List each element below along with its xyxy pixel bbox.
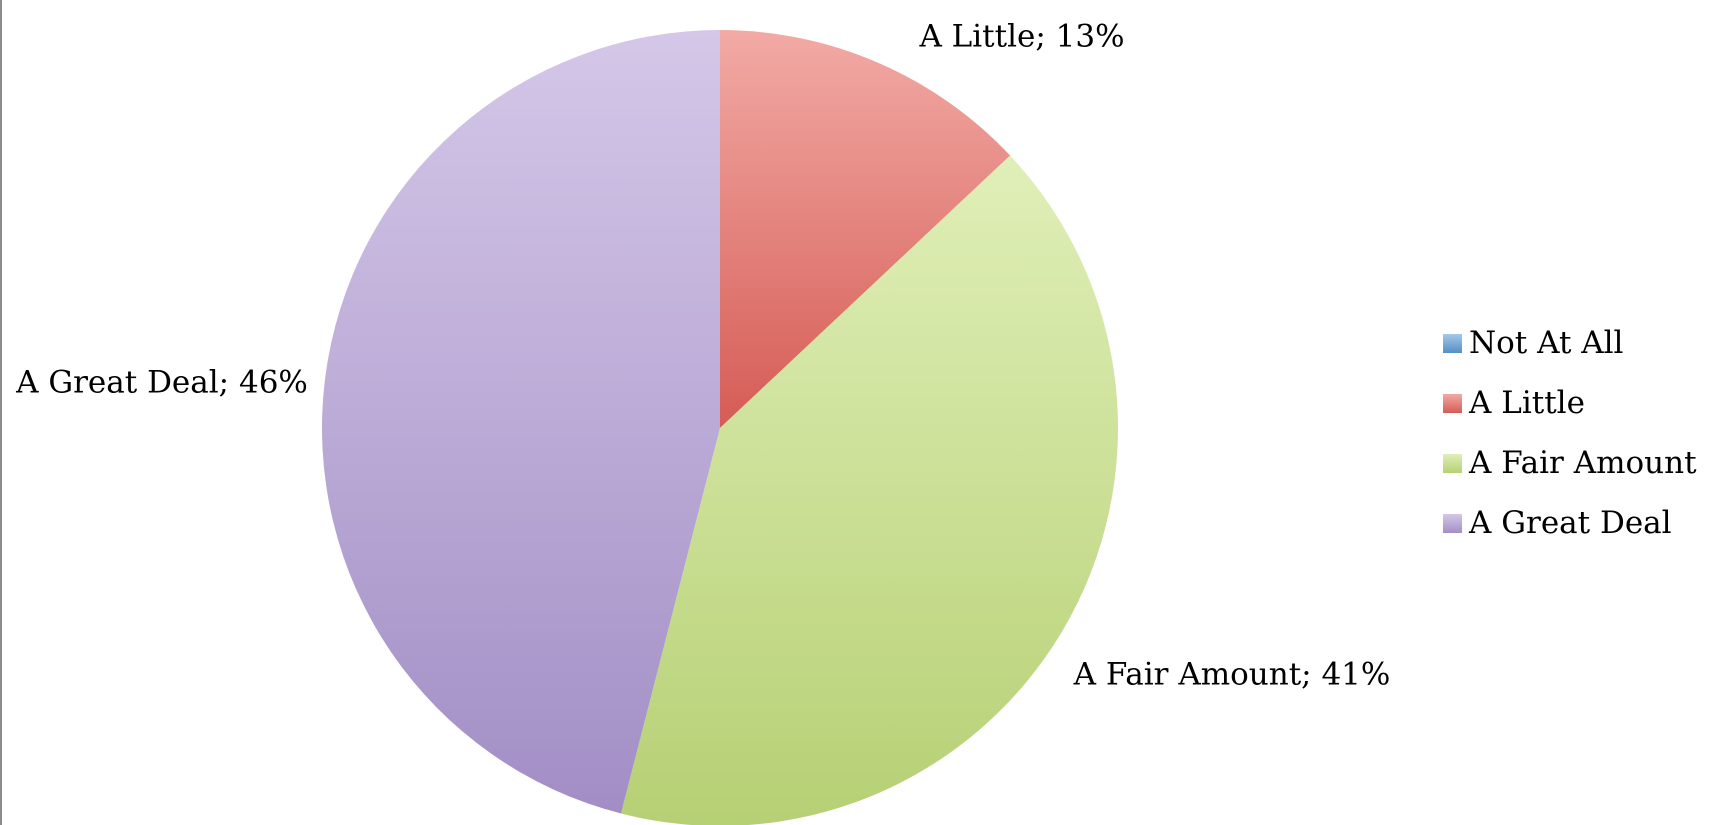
legend-item-a-fair-amount: A Fair Amount xyxy=(1443,433,1697,493)
data-label-a-fair-amount: A Fair Amount; 41% xyxy=(1073,657,1391,693)
pie-slice-a-fair-amount xyxy=(621,155,1118,825)
legend-swatch-not-at-all xyxy=(1443,333,1462,353)
data-label-a-little: A Little; 13% xyxy=(918,19,1124,55)
pie-slice-a-great-deal xyxy=(321,30,720,814)
legend-swatch-a-little xyxy=(1443,393,1462,413)
legend-item-not-at-all: Not At All xyxy=(1443,313,1697,373)
legend-item-a-great-deal: A Great Deal xyxy=(1443,493,1697,553)
data-label-a-great-deal: A Great Deal; 46% xyxy=(15,365,308,401)
legend: Not At All A Little A Fair Amount A Great D… xyxy=(1443,313,1697,553)
pie-data-labels: A Little; 13% A Fair Amount; 41% A Great D… xyxy=(15,19,1390,693)
pie-slices xyxy=(321,30,1118,825)
legend-label: Not At All xyxy=(1469,325,1624,361)
legend-swatch-a-fair-amount xyxy=(1443,453,1462,473)
legend-item-a-little: A Little xyxy=(1443,373,1697,433)
legend-label: A Great Deal xyxy=(1469,505,1672,541)
legend-label: A Fair Amount xyxy=(1469,445,1697,481)
legend-label: A Little xyxy=(1469,385,1585,421)
pie-slice-a-little xyxy=(720,30,1011,428)
legend-swatch-a-great-deal xyxy=(1443,513,1462,533)
